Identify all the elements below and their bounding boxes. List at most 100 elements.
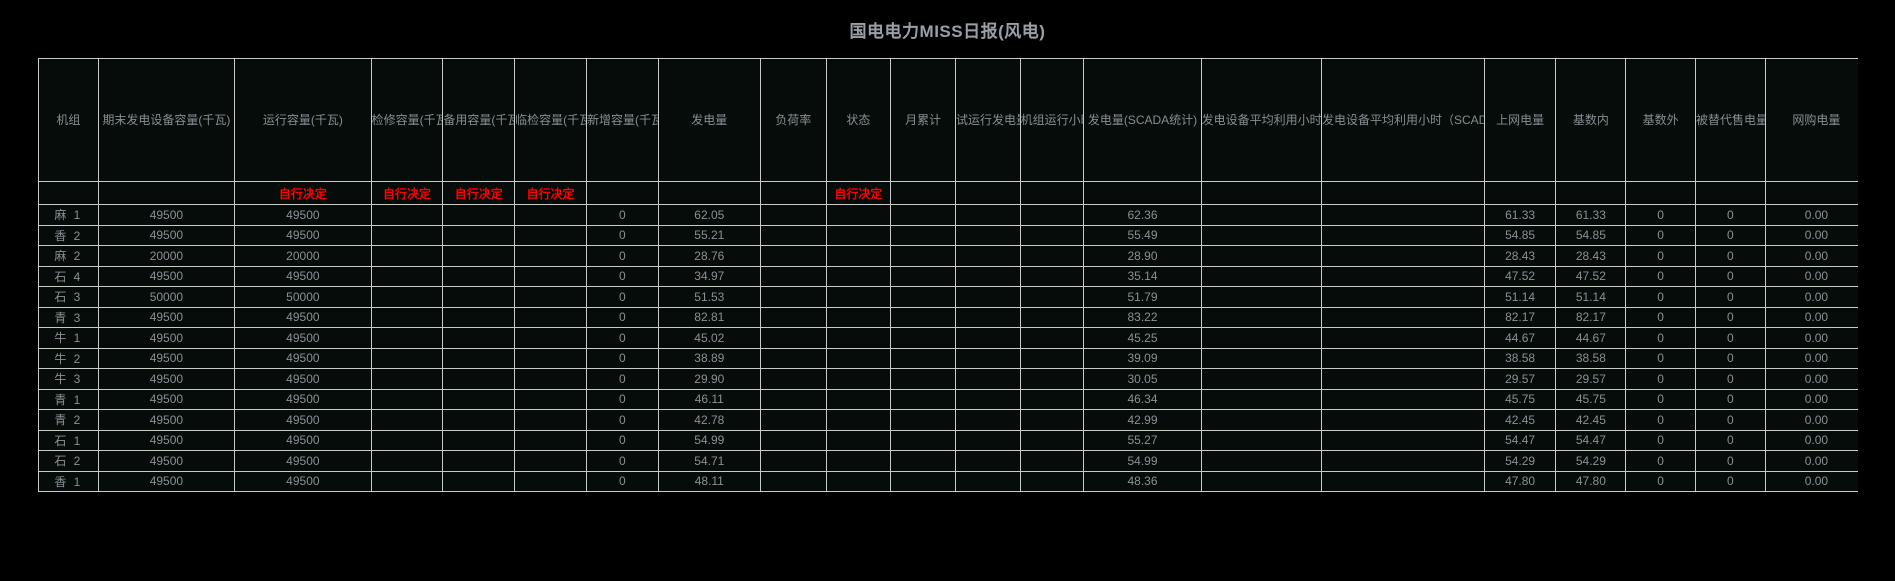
table-row[interactable]: 石 1 49500 49500 0 54.99 55.27 54.47 54.47 0 0 0.00 [38,429,1858,451]
cell-standby-capacity [442,224,516,246]
table-row[interactable]: 青 3 49500 49500 0 82.81 83.22 82.17 82.17 0 0 0.00 [38,306,1858,328]
col-header-temp-inspect-capacity[interactable]: 临检容量(千瓦) [514,58,587,182]
col-header-end-capacity[interactable]: 期末发电设备容量(千瓦) [97,58,236,182]
cell-standby-capacity [442,327,516,349]
cell-unit-running-hours [1019,265,1085,287]
col-header-base-inside[interactable]: 基数内 [1555,58,1627,182]
cell-new-capacity: 0 [585,450,659,472]
col-header-standby-capacity[interactable]: 备用容量(千瓦) [442,58,516,182]
col-header-base-outside[interactable]: 基数外 [1625,58,1696,182]
cell-generation: 51.53 [657,286,761,308]
note-cell-substituted-sales [1694,181,1766,205]
cell-base-inside: 29.57 [1555,368,1627,390]
cell-new-capacity: 0 [585,306,659,328]
cell-grid-electricity: 29.57 [1483,368,1557,390]
cell-maintenance-capacity [370,368,444,390]
table-row[interactable]: 青 1 49500 49500 0 46.11 46.34 45.75 45.75 0 0 0.00 [38,388,1858,410]
cell-avg-utilization-hours-scada [1320,347,1485,369]
table-row[interactable]: 牛 1 49500 49500 0 45.02 45.25 44.67 44.67 0 0 0.00 [38,327,1858,349]
cell-new-capacity: 0 [585,265,659,287]
table-row[interactable]: 牛 3 49500 49500 0 29.90 30.05 29.57 29.57 0 0 0.00 [38,368,1858,390]
cell-generation-scada: 48.36 [1083,470,1202,492]
cell-base-outside: 0 [1625,470,1696,492]
note-cell-maintenance-capacity: 自行决定 [370,181,444,205]
table-row[interactable]: 麻 1 49500 49500 0 62.05 62.36 61.33 61.33 0 0 0.00 [38,204,1858,226]
col-header-avg-utilization-hours-scada[interactable]: 发电设备平均利用小时（SCADA） [1320,58,1485,182]
cell-load-rate [759,388,827,410]
cell-unit-running-hours [1019,204,1085,226]
cell-unit: 石 1 [38,429,99,451]
table-row[interactable]: 石 3 50000 50000 0 51.53 51.79 51.14 51.14 0 0 0.00 [38,286,1858,308]
cell-avg-utilization-hours [1200,470,1322,492]
cell-grid-purchase: 0.00 [1764,470,1858,492]
table-body: 自行决定 自行决定 自行决定 自行决定 自行决定 [38,181,1858,492]
cell-month-total [890,265,956,287]
cell-running-capacity: 49500 [234,327,372,349]
cell-trial-generation [954,224,1021,246]
cell-unit-running-hours [1019,224,1085,246]
cell-substituted-sales: 0 [1694,286,1766,308]
cell-standby-capacity [442,347,516,369]
table-row[interactable]: 麻 2 20000 20000 0 28.76 28.90 28.43 28.43 0 0 0.00 [38,245,1858,267]
cell-running-capacity: 49500 [234,388,372,410]
cell-grid-purchase: 0.00 [1764,409,1858,431]
cell-status [825,204,892,226]
cell-substituted-sales: 0 [1694,204,1766,226]
cell-base-outside: 0 [1625,450,1696,472]
col-header-generation[interactable]: 发电量 [657,58,761,182]
cell-status [825,470,892,492]
cell-avg-utilization-hours-scada [1320,450,1485,472]
cell-load-rate [759,265,827,287]
cell-avg-utilization-hours [1200,286,1322,308]
cell-maintenance-capacity [370,224,444,246]
cell-substituted-sales: 0 [1694,368,1766,390]
cell-maintenance-capacity [370,245,444,267]
col-header-month-total[interactable]: 月累计 [890,58,956,182]
table-row[interactable]: 牛 2 49500 49500 0 38.89 39.09 38.58 38.58 0 0 0.00 [38,347,1858,369]
col-header-maintenance-capacity[interactable]: 检修容量(千瓦) [370,58,444,182]
cell-base-outside: 0 [1625,265,1696,287]
col-header-trial-generation[interactable]: 试运行发电量 [954,58,1021,182]
table-row[interactable]: 青 2 49500 49500 0 42.78 42.99 42.45 42.45 0 0 0.00 [38,409,1858,431]
cell-unit: 青 1 [38,388,99,410]
cell-avg-utilization-hours [1200,347,1322,369]
cell-grid-purchase: 0.00 [1764,286,1858,308]
col-header-load-rate[interactable]: 负荷率 [759,58,827,182]
cell-load-rate [759,470,827,492]
table-row[interactable]: 石 2 49500 49500 0 54.71 54.99 54.29 54.29 0 0 0.00 [38,450,1858,472]
table-row[interactable]: 香 2 49500 49500 0 55.21 55.49 54.85 54.85 0 0 0.00 [38,224,1858,246]
col-header-running-capacity[interactable]: 运行容量(千瓦) [234,58,372,182]
col-header-avg-utilization-hours[interactable]: 发电设备平均利用小时 [1200,58,1322,182]
cell-end-capacity: 49500 [97,347,236,369]
cell-generation-scada: 55.49 [1083,224,1202,246]
cell-grid-electricity: 42.45 [1483,409,1557,431]
cell-generation: 62.05 [657,204,761,226]
cell-trial-generation [954,450,1021,472]
cell-avg-utilization-hours-scada [1320,245,1485,267]
table-scroll-region[interactable]: 机组 期末发电设备容量(千瓦) 运行容量(千瓦) 检修容量(千瓦) 备用容量(千… [38,58,1858,492]
col-header-new-capacity[interactable]: 新增容量(千瓦) [585,58,659,182]
cell-base-inside: 54.29 [1555,450,1627,472]
cell-load-rate [759,368,827,390]
col-header-grid-electricity[interactable]: 上网电量 [1483,58,1557,182]
cell-base-inside: 38.58 [1555,347,1627,369]
table-row[interactable]: 石 4 49500 49500 0 34.97 35.14 47.52 47.52 0 0 0.00 [38,265,1858,287]
col-header-unit[interactable]: 机组 [38,58,99,182]
cell-trial-generation [954,470,1021,492]
note-cell-unit [38,181,99,205]
cell-grid-electricity: 54.29 [1483,450,1557,472]
cell-base-outside: 0 [1625,224,1696,246]
col-header-status[interactable]: 状态 [825,58,892,182]
cell-standby-capacity [442,286,516,308]
col-header-substituted-sales[interactable]: 被替代售电量 [1694,58,1766,182]
cell-substituted-sales: 0 [1694,265,1766,287]
table-row[interactable]: 香 1 49500 49500 0 48.11 48.36 47.80 47.80 0 0 0.00 [38,470,1858,492]
note-cell-status: 自行决定 [825,181,892,205]
col-header-grid-purchase[interactable]: 网购电量 [1764,58,1858,182]
note-cell-generation-scada [1083,181,1202,205]
col-header-unit-running-hours[interactable]: 机组运行小时 [1019,58,1085,182]
cell-generation-scada: 62.36 [1083,204,1202,226]
cell-base-inside: 47.80 [1555,470,1627,492]
cell-avg-utilization-hours-scada [1320,409,1485,431]
col-header-generation-scada[interactable]: 发电量(SCADA统计) [1083,58,1202,182]
